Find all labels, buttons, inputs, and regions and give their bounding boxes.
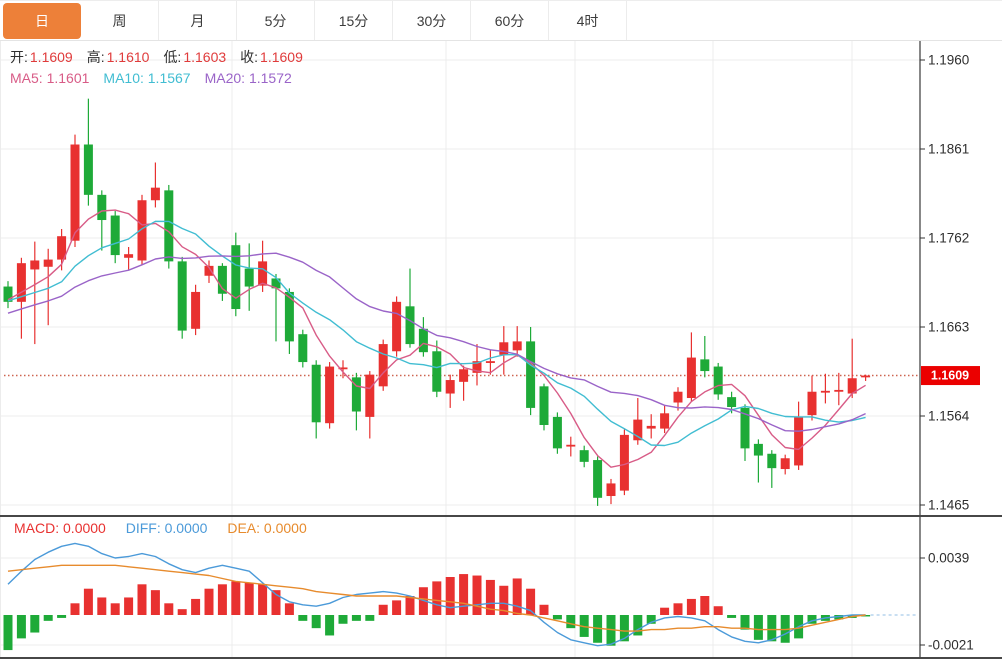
high-readout: 高: 1.1610 — [86, 49, 150, 65]
axis-label: 1.1762 — [928, 231, 969, 246]
timeframe-tabs: 日 周 月 5分 15分 30分 60分 4时 — [0, 0, 1002, 41]
axis-label: -0.0021 — [928, 638, 974, 653]
axis-label: 1.1861 — [928, 142, 969, 157]
axis-frame — [0, 41, 1002, 659]
ma10-line — [7, 220, 866, 447]
macd-histogram — [3, 574, 871, 651]
dea-line — [7, 564, 866, 632]
diff-readout: DIFF: 0.0000 — [125, 520, 208, 536]
macd-lines — [7, 542, 918, 647]
ma5-readout: MA5: 1.1601 — [10, 70, 90, 86]
tab-15min[interactable]: 15分 — [315, 1, 393, 40]
axis-label: 1.1663 — [928, 320, 969, 335]
close-readout: 收: 1.1609 — [240, 49, 303, 65]
low-readout: 低: 1.1603 — [163, 49, 227, 65]
ohlc-row: 开: 1.1609 高: 1.1610 低: 1.1603 收: 1.1609 — [10, 47, 303, 68]
ohlc-legend: 开: 1.1609 高: 1.1610 低: 1.1603 收: 1.1609 MA5:… — [10, 47, 303, 89]
current-price-label: 1.1609 — [931, 369, 969, 383]
axis-label: 0.0039 — [928, 551, 969, 566]
tab-5min[interactable]: 5分 — [237, 1, 315, 40]
tab-30min[interactable]: 30分 — [393, 1, 471, 40]
tab-week[interactable]: 周 — [81, 1, 159, 40]
tab-4hour[interactable]: 4时 — [549, 1, 627, 40]
macd-legend: MACD: 0.0000 DIFF: 0.0000 DEA: 0.0000 — [14, 518, 323, 538]
diff-line — [7, 542, 866, 647]
ma5-line — [7, 209, 866, 468]
current-price-badge: 1.1609 — [921, 366, 980, 386]
ma-lines — [7, 209, 866, 468]
macd-readout: MACD: 0.0000 — [14, 520, 106, 536]
axis-label: 1.1564 — [928, 409, 970, 424]
tab-60min[interactable]: 60分 — [471, 1, 549, 40]
dea-readout: DEA: 0.0000 — [227, 520, 307, 536]
axis-label: 1.1465 — [928, 498, 969, 513]
gridlines — [0, 41, 920, 658]
ma-row: MA5: 1.1601 MA10: 1.1567 MA20: 1.1572 — [10, 68, 303, 89]
macd-axis-labels: 0.0039 -0.0021 — [920, 551, 974, 653]
candlesticks — [3, 98, 871, 506]
price-axis-labels: 1.1960 1.1861 1.1762 1.1663 1.1564 1.1465 — [920, 53, 970, 513]
tab-month[interactable]: 月 — [159, 1, 237, 40]
ma20-readout: MA20: 1.1572 — [204, 70, 292, 86]
tab-day[interactable]: 日 — [3, 3, 81, 39]
ma20-line — [7, 252, 866, 432]
ma10-readout: MA10: 1.1567 — [103, 70, 191, 86]
axis-label: 1.1960 — [928, 53, 969, 68]
open-readout: 开: 1.1609 — [10, 49, 73, 65]
